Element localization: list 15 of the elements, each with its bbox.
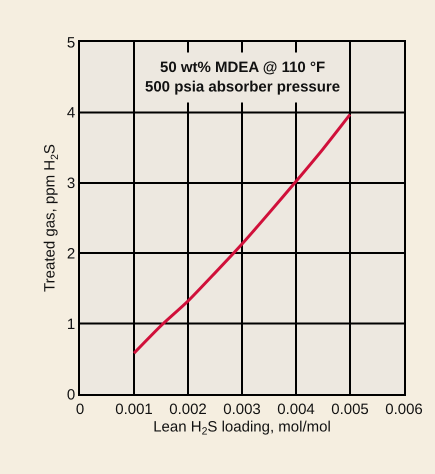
y-tick-label: 5 bbox=[66, 34, 76, 52]
x-tick-label: 0.005 bbox=[331, 400, 369, 418]
y-tick-label: 2 bbox=[66, 245, 76, 262]
y-tick-label: 4 bbox=[66, 104, 76, 122]
x-axis-title: Lean H$_{2}$S loading, mol/mol bbox=[153, 418, 331, 438]
x-tick-label: 0.004 bbox=[277, 400, 315, 418]
annotation: 50 wt% MDEA @ 110 °F 500 psia absorber pressure bbox=[145, 59, 340, 96]
x-tick-label: 0.002 bbox=[169, 400, 207, 418]
line-series bbox=[132, 113, 352, 355]
y-tick-label: 0 bbox=[66, 386, 76, 404]
x-tick-label: 0.001 bbox=[115, 400, 153, 418]
x-tick-label: 0.006 bbox=[385, 400, 423, 418]
y-tick-label: 3 bbox=[66, 175, 76, 192]
x-tick-label: 0.003 bbox=[223, 400, 261, 418]
y-tick-label: 1 bbox=[66, 316, 76, 333]
